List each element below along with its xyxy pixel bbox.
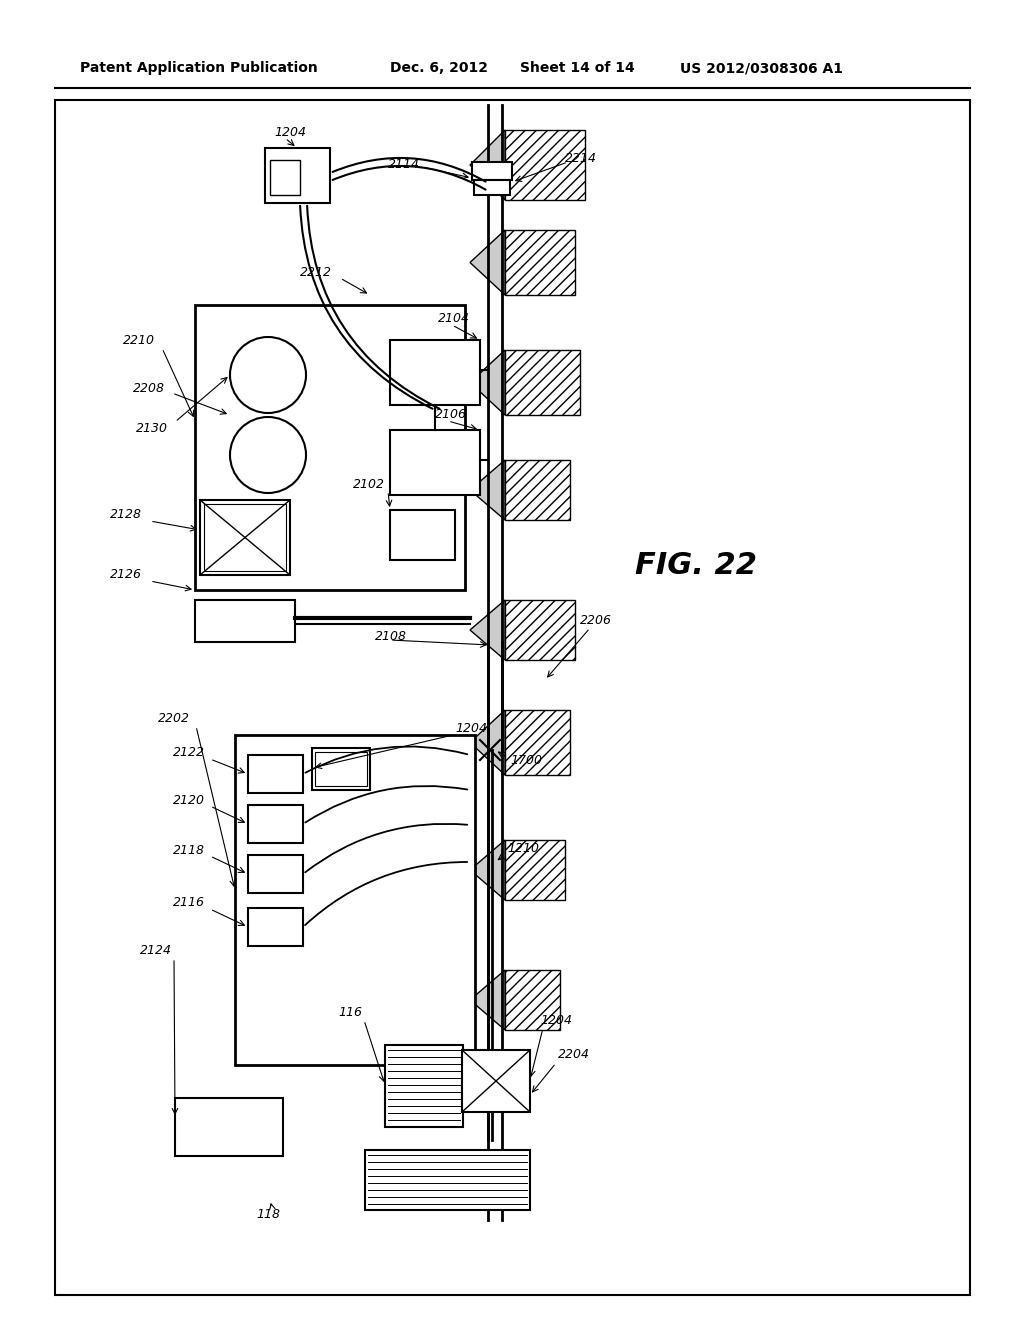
Text: 1210: 1210 [507, 842, 539, 854]
Text: 2128: 2128 [110, 508, 142, 521]
Bar [195, 601, 295, 642]
Text: Dec. 6, 2012: Dec. 6, 2012 [390, 61, 488, 75]
Bar [390, 341, 480, 405]
Bar [195, 305, 465, 590]
Text: 2106: 2106 [435, 408, 467, 421]
Text: 118: 118 [256, 1209, 280, 1221]
Text: 2120: 2120 [173, 793, 205, 807]
Text: 2206: 2206 [580, 614, 612, 627]
Text: FIG. 22: FIG. 22 [635, 550, 757, 579]
Polygon shape [470, 129, 505, 201]
Polygon shape [470, 350, 505, 414]
Bar [270, 160, 300, 195]
Text: 1204: 1204 [455, 722, 487, 734]
Bar [315, 752, 367, 785]
Text: 2204: 2204 [558, 1048, 590, 1061]
Bar [200, 500, 290, 576]
Text: 116: 116 [338, 1006, 362, 1019]
Bar [474, 180, 510, 195]
Text: 2202: 2202 [158, 711, 190, 725]
Polygon shape [470, 230, 505, 294]
Text: 2108: 2108 [375, 630, 407, 643]
Bar [462, 1049, 530, 1111]
Bar [265, 148, 330, 203]
Text: 2104: 2104 [438, 312, 470, 325]
Polygon shape [470, 970, 505, 1030]
Bar [234, 735, 475, 1065]
Bar [55, 100, 970, 1295]
Bar [390, 430, 480, 495]
Bar [312, 748, 370, 789]
Text: 1204: 1204 [540, 1014, 572, 1027]
Bar [472, 162, 512, 180]
Text: 2126: 2126 [110, 569, 142, 582]
Bar [385, 1045, 463, 1127]
Bar [390, 510, 455, 560]
Polygon shape [470, 601, 505, 660]
Bar [204, 504, 286, 572]
Text: 2116: 2116 [173, 896, 205, 909]
Text: 2124: 2124 [140, 944, 172, 957]
Text: 2114: 2114 [388, 158, 420, 172]
Bar [248, 805, 303, 843]
Bar [175, 1098, 283, 1156]
Bar [365, 1150, 530, 1210]
Text: 2208: 2208 [133, 381, 165, 395]
Text: Patent Application Publication: Patent Application Publication [80, 61, 317, 75]
Text: 2210: 2210 [123, 334, 155, 346]
Text: 2212: 2212 [300, 265, 332, 279]
Text: 2130: 2130 [136, 421, 168, 434]
Bar [248, 755, 303, 793]
Text: 1700: 1700 [510, 754, 542, 767]
Bar [248, 908, 303, 946]
Polygon shape [470, 710, 505, 775]
Text: 2118: 2118 [173, 843, 205, 857]
Text: 1204: 1204 [274, 127, 306, 140]
Text: 2214: 2214 [565, 152, 597, 165]
Bar [248, 855, 303, 894]
Text: 2122: 2122 [173, 747, 205, 759]
Circle shape [230, 337, 306, 413]
Polygon shape [470, 459, 505, 520]
Text: Sheet 14 of 14: Sheet 14 of 14 [520, 61, 635, 75]
Circle shape [230, 417, 306, 492]
Text: US 2012/0308306 A1: US 2012/0308306 A1 [680, 61, 843, 75]
Polygon shape [470, 840, 505, 900]
Text: 2102: 2102 [353, 479, 385, 491]
